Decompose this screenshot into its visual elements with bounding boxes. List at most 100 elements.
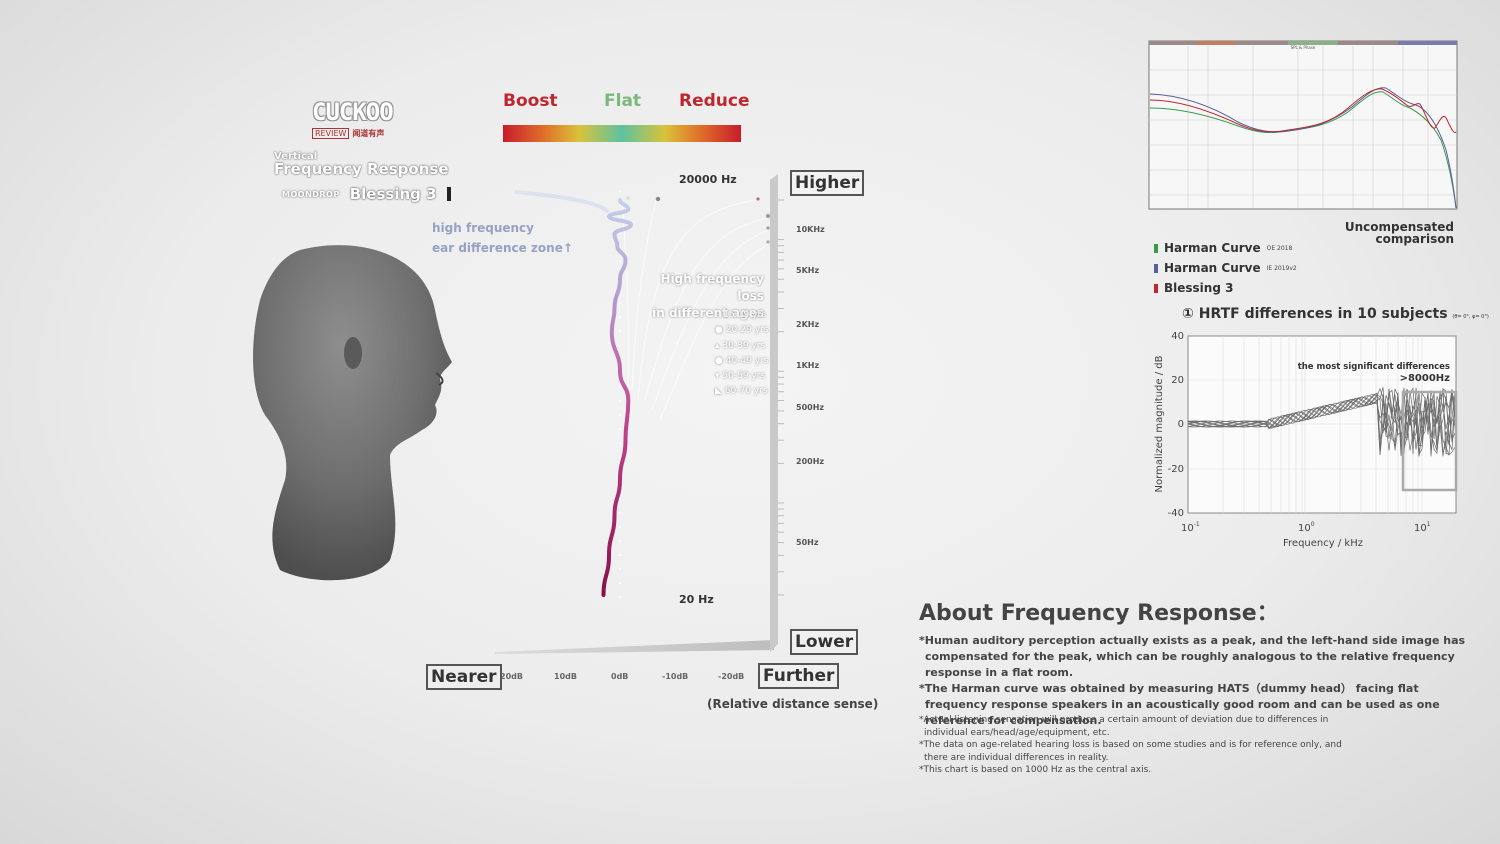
age-marker-30-39	[756, 197, 760, 201]
nearer-label: Nearer	[426, 664, 502, 690]
freq-tick-5khz: 5KHz	[796, 266, 820, 275]
ear-zone-line1: high frequency	[432, 221, 534, 235]
uncompensated-line1: Uncompensated	[1344, 220, 1454, 234]
age-marker-20-29	[655, 196, 661, 202]
logo-subtitle: REVIEW 闻道有声	[312, 128, 402, 139]
blessing-3-curve	[1149, 88, 1457, 133]
maker-name: MOONDROP	[282, 189, 340, 199]
age-marker-40-49	[766, 214, 770, 218]
freq-tick-1khz: 1KHz	[796, 361, 820, 370]
fr-chart-frame	[1148, 40, 1458, 210]
hrtf-ytick: 0	[1178, 419, 1184, 430]
legend-swatch	[1154, 263, 1158, 273]
fr-topbar-seg	[1196, 41, 1236, 45]
freq-tick-2khz: 2KHz	[796, 320, 820, 329]
hrtf-subject-curve	[1187, 387, 1456, 455]
footnote: *Actual listening sensation will produce…	[919, 715, 1329, 738]
hrtf-chart: the most significant differences >8000Hz…	[1154, 331, 1458, 549]
db-tick-minus10: -10dB	[662, 672, 689, 681]
fr-topbar-seg	[1398, 41, 1457, 45]
logo-cn: 闻道有声	[352, 129, 385, 138]
ear-zone-tail	[514, 190, 610, 214]
db-tick-minus20: -20dB	[718, 672, 745, 681]
hrtf-subject-curves	[1187, 387, 1456, 457]
page-title: Frequency Response	[274, 160, 449, 178]
bottom-frequency-label: 20 Hz	[679, 593, 714, 606]
db-tick-0: 0dB	[611, 672, 629, 681]
hrtf-xlabel: Frequency / kHz	[1283, 538, 1363, 549]
hrtf-ytick: -20	[1168, 464, 1184, 475]
db-tick-10: 10dB	[554, 672, 577, 681]
freq-tick-500hz: 500Hz	[796, 403, 825, 412]
relative-distance-label: (Relative distance sense)	[707, 697, 879, 711]
hrtf-xtick: 101	[1414, 521, 1431, 534]
about-paragraph: *Human auditory perception actually exis…	[919, 634, 1466, 679]
fr-comparison-chart: SPL & Phase	[1148, 40, 1458, 210]
freq-tick-50hz: 50Hz	[796, 538, 819, 547]
ear-zone-annotation: high frequency ear difference zone↑	[432, 218, 573, 258]
hrtf-subject-curve	[1187, 388, 1456, 451]
legend-item-blessing-3: Blessing 3	[1154, 278, 1297, 298]
age-curve-15-19	[621, 199, 630, 391]
top-frequency-label: 20000 Hz	[679, 173, 737, 186]
hrtf-xtick: 10-1	[1181, 521, 1200, 534]
hrtf-annotation-line2: >8000Hz	[1400, 373, 1451, 384]
age-item: ◦ 15-19 yrs	[715, 310, 766, 320]
age-item: ▾ 50-59 yrs	[715, 371, 766, 382]
db-tick-20: 20dB	[500, 672, 523, 681]
uncompensated-label: Uncompensated comparison	[1330, 221, 1454, 245]
hrtf-ytick: -40	[1168, 508, 1184, 519]
logo-review: REVIEW	[312, 128, 350, 139]
legend-gradient-bar	[503, 125, 741, 142]
age-loss-title: High frequency loss in different ages	[630, 271, 764, 322]
logo-text: CUCKOO	[312, 98, 394, 126]
legend-reduce: Reduce	[679, 91, 750, 111]
harman-ie-2019-curve	[1149, 87, 1457, 209]
vertical-axis-wall	[770, 174, 778, 652]
hrtf-subject-curve	[1187, 392, 1456, 457]
hrtf-ytick: 40	[1171, 331, 1184, 342]
age-item: ◣ 60-70 yrs	[715, 386, 768, 397]
floor-plane	[495, 640, 774, 654]
age-item: ▴ 30-39 yrs	[715, 340, 766, 351]
hrtf-title: ① HRTF differences in 10 subjects (θ= 0°…	[1182, 306, 1489, 322]
age-loss-line2: in different ages	[652, 306, 764, 320]
about-title: About Frequency Response：	[919, 601, 1279, 626]
model-row: MOONDROP Blessing 3	[282, 185, 451, 203]
vertical-label: Vertical	[274, 151, 318, 162]
cursor-bar	[446, 187, 451, 201]
about-paragraph: *The Harman curve was obtained by measur…	[919, 682, 1440, 727]
fr-chart-grid	[1149, 46, 1457, 208]
higher-label: Higher	[790, 170, 865, 196]
lower-label: Lower	[790, 629, 859, 655]
hrtf-highlight-box	[1401, 390, 1458, 492]
hrtf-subject-curve	[1187, 388, 1456, 457]
uncompensated-line2: comparison	[1375, 232, 1454, 246]
hrtf-ytick: 20	[1171, 375, 1184, 386]
footnote: *This chart is based on 1000 Hz as the c…	[919, 765, 1152, 776]
fr-legend: Harman Curve OE 2018 Harman Curve IE 2019v…	[1154, 238, 1297, 298]
age-marker-50-59	[766, 226, 770, 230]
age-loss-line1: High frequency loss	[660, 272, 765, 303]
age-list: ◦ 15-19 yrs ● 20-29 yrs ▴ 30-39 yrs ● 40…	[715, 308, 768, 400]
further-label: Further	[758, 663, 840, 689]
legend-item-harman-ie: Harman Curve IE 2019v2	[1154, 258, 1297, 278]
age-curve-20-29	[631, 199, 657, 391]
age-curve-50-59	[651, 229, 769, 411]
hrtf-annotation-line1: the most significant differences	[1298, 362, 1450, 372]
footnotes: *Actual listening sensation will produce…	[919, 714, 1359, 777]
fr-topbar-seg	[1288, 41, 1338, 45]
fr-chart-caption: SPL & Phase	[1291, 45, 1316, 50]
legend-flat: Flat	[604, 91, 642, 111]
ear-zone-line2: ear difference zone↑	[432, 241, 573, 255]
age-curve-60-70	[659, 243, 769, 421]
about-body: *Human auditory perception actually exis…	[919, 633, 1479, 729]
legend-swatch	[1154, 283, 1158, 293]
cuckoo-logo: CUCKOO REVIEW 闻道有声	[312, 98, 402, 142]
model-name: Blessing 3	[349, 185, 437, 203]
age-item: ● 20-29 yrs	[715, 325, 769, 336]
frequency-tick-marks	[778, 199, 784, 596]
age-curve-40-49	[644, 217, 769, 401]
age-loss-curves	[621, 199, 769, 421]
hrtf-grid	[1188, 336, 1456, 513]
